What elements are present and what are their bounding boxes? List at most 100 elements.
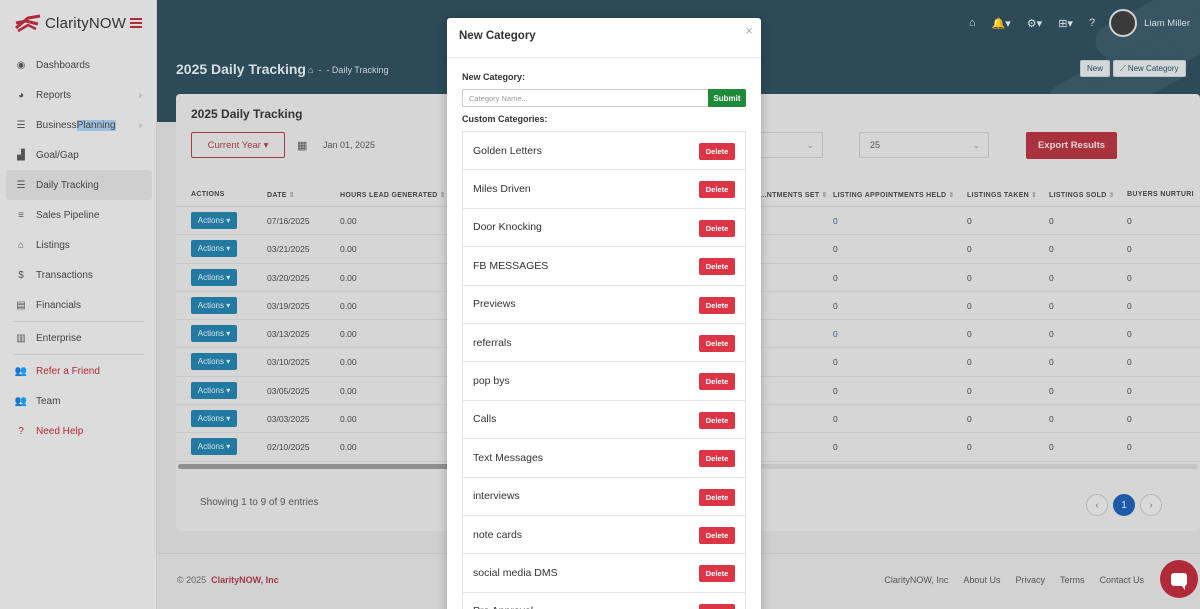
sidebar-item-9[interactable]: ▥ Enterprise <box>6 323 152 353</box>
delete-category-button[interactable]: Delete <box>699 334 735 352</box>
coins-icon: ▤ <box>16 299 26 311</box>
page-1-button[interactable]: 1 <box>1113 494 1135 516</box>
category-item: Text Messages Delete <box>462 438 746 477</box>
sidebar-item-7[interactable]: $ Transactions <box>6 260 152 290</box>
actions-dropdown-button[interactable]: Actions ▾ <box>191 268 237 286</box>
col-appointments-set[interactable]: ...NTMENTS SET ⇕ <box>760 192 828 199</box>
delete-category-button[interactable]: Delete <box>699 181 735 199</box>
footer-link-about[interactable]: About Us <box>963 575 1001 585</box>
col-date[interactable]: DATE ⇕ <box>267 192 295 199</box>
footer-links: ClarityNOW, Inc About Us Privacy Terms C… <box>869 575 1144 585</box>
cell-listing-appointments-held[interactable]: 0 <box>833 216 838 226</box>
avatar[interactable] <box>1109 9 1138 37</box>
page-size-value: 25 <box>870 140 881 150</box>
delete-category-button[interactable]: Delete <box>699 565 735 583</box>
chat-button[interactable] <box>1160 560 1198 598</box>
category-item: Pre Approval Delete <box>462 591 746 609</box>
sidebar-item-1[interactable]: ◕ Reports › <box>6 80 152 110</box>
category-name-input[interactable] <box>462 89 709 107</box>
footer-link-privacy[interactable]: Privacy <box>1015 575 1045 585</box>
sidebar-item-2[interactable]: ☰ Business Planning › <box>16 119 142 131</box>
chevron-right-icon: › <box>138 119 142 131</box>
sidebar-item-label: Need Help <box>36 425 84 437</box>
delete-category-button[interactable]: Delete <box>699 296 735 314</box>
actions-dropdown-button[interactable]: Actions ▾ <box>191 212 237 229</box>
actions-dropdown-button[interactable]: Actions ▾ <box>191 325 237 343</box>
delete-category-button[interactable]: Delete <box>699 603 735 609</box>
actions-dropdown-button[interactable]: Actions ▾ <box>191 240 237 258</box>
scrollbar-thumb[interactable] <box>178 464 558 469</box>
delete-category-button[interactable]: Delete <box>699 143 735 160</box>
start-date[interactable]: Jan 01, 2025 <box>323 140 376 150</box>
delete-category-button[interactable]: Delete <box>699 488 735 506</box>
cell-listings-taken: 0 <box>967 272 972 283</box>
current-year-button[interactable]: Current Year ▾ <box>191 132 285 158</box>
next-page-icon[interactable]: › <box>1140 494 1162 516</box>
help-icon[interactable]: ? <box>1088 17 1096 29</box>
cell-hours: 0.00 <box>340 414 357 425</box>
chevron-down-icon: ⌄ <box>972 139 980 150</box>
cell-date: 03/13/2025 <box>267 329 310 340</box>
username[interactable]: Liam Miller <box>1144 17 1190 29</box>
logo[interactable]: ClarityNOW <box>14 12 126 34</box>
actions-dropdown-button[interactable]: Actions ▾ <box>191 381 237 399</box>
sidebar-item-3[interactable]: ▟ Goal/Gap <box>6 140 152 170</box>
sidebar-item-12[interactable]: ? Need Help <box>6 416 152 446</box>
delete-category-button[interactable]: Delete <box>699 258 735 276</box>
cell-buyers-nurtured: 0 <box>1127 272 1132 283</box>
sidebar-item-label: Team <box>36 395 61 407</box>
cell-buyers-nurtured: 0 <box>1127 329 1132 340</box>
col-hours[interactable]: HOURS LEAD GENERATED ⇕ <box>340 192 446 199</box>
actions-dropdown-button[interactable]: Actions ▾ <box>191 296 237 314</box>
sidebar-item-4[interactable]: ☰ Daily Tracking <box>6 170 152 200</box>
home-icon[interactable]: ⌂ <box>968 17 976 29</box>
category-name: social media DMS <box>473 566 558 579</box>
export-results-button[interactable]: Export Results <box>1026 132 1117 159</box>
sidebar-item-0[interactable]: ◉ Dashboards <box>6 50 152 80</box>
delete-category-button[interactable]: Delete <box>699 373 735 391</box>
footer-link-terms[interactable]: Terms <box>1059 575 1085 585</box>
team-icon: 👥 <box>14 395 28 407</box>
category-name: pop bys <box>473 375 510 388</box>
category-item: referrals Delete <box>462 322 746 362</box>
sidebar-item-label: Reports <box>36 89 72 101</box>
home-icon[interactable]: ⌂ <box>308 65 314 75</box>
prev-page-icon[interactable]: ‹ <box>1086 494 1108 516</box>
gear-icon[interactable]: ⚙▾ <box>1026 17 1043 30</box>
page-size-select[interactable]: 25 ⌄ <box>859 132 989 158</box>
sidebar-item-5[interactable]: ≡ Sales Pipeline <box>6 200 152 230</box>
menu-toggle-icon[interactable] <box>130 18 142 28</box>
chevron-down-icon: ⌄ <box>806 139 814 150</box>
cell-buyers-nurtured: 0 <box>1127 300 1132 311</box>
new-category-button[interactable]: ⟋ New Category <box>1113 60 1186 77</box>
cell-hours: 0.00 <box>340 329 357 340</box>
sidebar-item-8[interactable]: ▤ Financials <box>6 290 152 320</box>
bell-icon[interactable]: 🔔▾ <box>991 17 1011 30</box>
footer-link-contact[interactable]: Contact Us <box>1099 575 1144 585</box>
col-listings-sold[interactable]: LISTINGS SOLD ⇕ <box>1049 192 1115 199</box>
cell-listing-appointments-held[interactable]: 0 <box>833 329 838 340</box>
actions-dropdown-button[interactable]: Actions ▾ <box>191 410 237 428</box>
category-item: Calls Delete <box>462 399 746 439</box>
actions-dropdown-button[interactable]: Actions ▾ <box>191 353 237 371</box>
sitemap-icon[interactable]: ⊞▾ <box>1058 17 1073 30</box>
actions-dropdown-button[interactable]: Actions ▾ <box>191 438 237 456</box>
col-listings-taken[interactable]: LISTINGS TAKEN ⇕ <box>967 192 1038 199</box>
delete-category-button[interactable]: Delete <box>699 450 735 468</box>
sidebar-item-6[interactable]: ⌂ Listings <box>6 230 152 260</box>
sidebar-item-10[interactable]: 👥 Refer a Friend <box>6 356 152 386</box>
col-buyers-nurtured[interactable]: BUYERS NURTURI <box>1127 191 1194 198</box>
delete-category-button[interactable]: Delete <box>699 411 735 429</box>
sidebar-item-11[interactable]: 👥 Team <box>6 386 152 416</box>
delete-category-button[interactable]: Delete <box>699 526 735 544</box>
cell-hours: 0.00 <box>340 357 357 368</box>
cell-listings-taken: 0 <box>967 244 972 255</box>
col-listing-appointments-held[interactable]: LISTING APPOINTMENTS HELD ⇕ <box>833 192 955 199</box>
delete-category-button[interactable]: Delete <box>699 219 735 237</box>
footer-brand-link[interactable]: ClarityNOW, Inc <box>211 575 279 585</box>
current-year-label: Current Year <box>207 139 261 151</box>
new-button[interactable]: New <box>1080 60 1111 77</box>
close-icon[interactable]: × <box>745 23 753 38</box>
submit-button[interactable]: Submit <box>708 89 746 107</box>
footer-link-company[interactable]: ClarityNOW, Inc <box>884 575 949 585</box>
